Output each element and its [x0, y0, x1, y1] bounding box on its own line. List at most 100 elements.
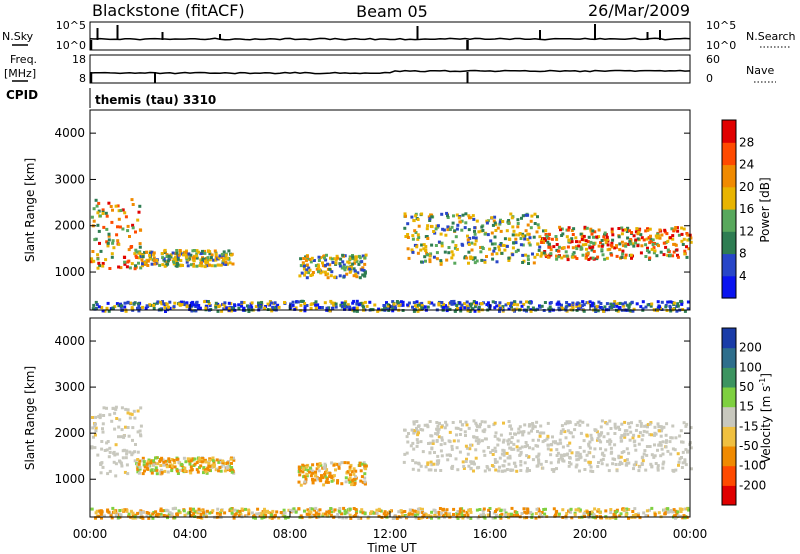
echo-cell [344, 476, 348, 480]
echo-cell [430, 463, 434, 467]
echo-cell [500, 452, 504, 456]
echo-cell [208, 511, 212, 515]
power-y-axis-label: Slant Range [km] [23, 158, 37, 262]
echo-cell [534, 444, 538, 448]
echo-cell [482, 512, 485, 516]
echo-cell [483, 516, 487, 520]
echo-cell [352, 299, 356, 303]
echo-cell [608, 419, 612, 423]
echo-cell [98, 509, 102, 513]
echo-cell [307, 510, 311, 514]
echo-cell [526, 258, 530, 262]
echo-cell [600, 419, 604, 423]
echo-cell [600, 431, 603, 435]
echo-cell [399, 300, 403, 304]
echo-cell [520, 512, 524, 515]
freq-label: Freq. [10, 53, 37, 66]
echo-cell [182, 250, 186, 254]
echo-cell [633, 444, 637, 448]
echo-cell [629, 253, 633, 257]
echo-cell [134, 254, 138, 258]
echo-cell [348, 476, 352, 480]
echo-cell [519, 243, 523, 247]
echo-cell [96, 257, 100, 261]
echo-cell [126, 301, 130, 305]
echo-cell [180, 300, 183, 304]
echo-cell [530, 429, 533, 433]
echo-cell [506, 439, 510, 443]
echo-cell [589, 240, 593, 244]
echo-cell [230, 511, 234, 515]
echo-cell [440, 241, 444, 245]
echo-cell [526, 232, 530, 236]
echo-cell [346, 461, 350, 465]
echo-cell [594, 428, 598, 432]
echo-cell [620, 422, 624, 426]
echo-cell [354, 272, 358, 276]
echo-cell [676, 304, 680, 308]
echo-cell [661, 466, 665, 470]
echo-cell [582, 439, 586, 443]
echo-cell [487, 303, 490, 307]
echo-cell [117, 425, 121, 429]
echo-cell [101, 465, 105, 469]
echo-cell [458, 301, 462, 305]
time-tick-label: 04:00 [173, 527, 208, 541]
echo-cell [653, 433, 656, 437]
echo-cell [179, 251, 182, 254]
echo-cell [638, 516, 642, 520]
echo-cell [116, 204, 120, 208]
echo-cell [662, 241, 666, 245]
echo-cell [686, 233, 690, 237]
echo-cell [113, 510, 116, 514]
echo-cell [528, 446, 531, 450]
echo-cell [131, 516, 135, 520]
echo-cell [297, 465, 301, 469]
echo-cell [465, 304, 469, 308]
echo-cell [123, 508, 127, 512]
echo-cell [160, 456, 164, 460]
echo-cell [415, 426, 418, 430]
echo-cell [412, 422, 416, 426]
echo-cell [207, 468, 211, 472]
echo-cell [336, 256, 340, 260]
echo-cell [363, 480, 367, 484]
echo-cell [500, 251, 504, 255]
echo-cell [229, 507, 233, 511]
echo-cell [133, 416, 137, 420]
echo-cell [602, 235, 606, 239]
echo-cell [656, 448, 659, 452]
echo-cell [397, 510, 401, 514]
echo-cell [348, 305, 352, 309]
echo-cell [120, 406, 124, 410]
echo-cell [110, 516, 114, 520]
echo-cell [410, 215, 414, 219]
power-echoes [90, 198, 693, 313]
echo-cell [338, 264, 342, 268]
echo-cell [136, 430, 140, 434]
echo-cell [323, 466, 327, 470]
echo-cell [460, 228, 464, 232]
echo-cell [621, 249, 625, 253]
echo-cell [473, 229, 476, 233]
echo-cell [368, 300, 372, 304]
echo-cell [435, 427, 439, 431]
echo-cell [202, 471, 205, 475]
echo-cell [307, 266, 311, 270]
echo-cell [456, 468, 460, 472]
echo-cell [666, 507, 670, 511]
echo-cell [544, 253, 548, 257]
echo-cell [311, 271, 315, 274]
echo-cell [575, 257, 579, 260]
echo-cell [138, 252, 142, 256]
echo-cell [437, 302, 441, 306]
echo-cell [338, 510, 342, 514]
echo-cell [666, 248, 670, 252]
echo-cell [102, 414, 106, 417]
echo-cell [686, 300, 690, 304]
echo-cell [346, 470, 350, 474]
echo-cell [460, 303, 464, 307]
echo-cell [636, 237, 640, 241]
echo-cell [324, 258, 328, 262]
